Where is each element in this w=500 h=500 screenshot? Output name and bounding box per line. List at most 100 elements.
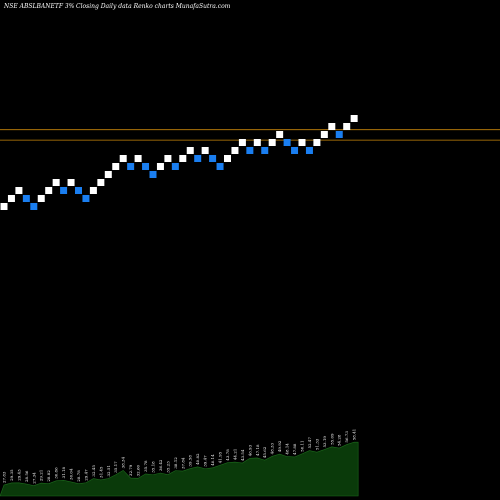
volume-label: 27.83 xyxy=(2,471,7,483)
renko-brick xyxy=(231,147,239,154)
renko-brick xyxy=(276,131,284,138)
volume-label: 29.35 xyxy=(9,469,14,481)
volume-label: 32.60 xyxy=(136,464,141,476)
renko-brick xyxy=(89,187,97,194)
volume-label: 32.51 xyxy=(106,465,111,476)
volume-label: 27.34 xyxy=(31,472,36,484)
volume-label: 51.33 xyxy=(314,438,319,450)
volume-label: 43.78 xyxy=(225,449,230,461)
chart-header-title: Closing Daily data Renko charts MunafaSu… xyxy=(76,3,231,10)
renko-brick xyxy=(37,195,45,202)
renko-brick xyxy=(67,179,75,186)
renko-brick xyxy=(186,147,194,154)
chart-header-symbol: NSE ABSLBANETF 3% xyxy=(3,3,75,10)
volume-label: 30.04 xyxy=(69,468,74,480)
volume-label: 30.86 xyxy=(54,467,59,479)
renko-brick xyxy=(350,115,358,122)
volume-label: 58.41 xyxy=(352,429,357,440)
volume-label: 39.47 xyxy=(203,455,208,467)
renko-brick xyxy=(7,195,15,202)
renko-brick xyxy=(52,179,60,186)
renko-brick xyxy=(253,139,261,146)
renko-brick xyxy=(45,187,53,194)
volume-label: 43.54 xyxy=(240,449,245,461)
volume-label: 31.45 xyxy=(98,466,103,478)
renko-brick xyxy=(82,195,90,202)
volume-label: 35.18 xyxy=(151,461,156,473)
renko-brick xyxy=(149,171,157,178)
volume-label: 32.45 xyxy=(91,465,96,477)
volume-label: 47.18 xyxy=(255,444,260,456)
renko-brick xyxy=(328,123,336,130)
volume-label: 46.93 xyxy=(247,444,252,456)
volume-label: 35.23 xyxy=(165,461,170,473)
renko-brick xyxy=(216,163,224,170)
volume-label: 35.17 xyxy=(113,461,118,473)
renko-brick xyxy=(142,163,150,170)
volume-label: 41.95 xyxy=(218,451,223,463)
volume-label: 48.14 xyxy=(285,443,290,455)
volume-label: 28.82 xyxy=(46,470,51,482)
renko-brick xyxy=(335,131,343,138)
volume-label: 29.21 xyxy=(39,470,44,481)
renko-brick xyxy=(320,131,328,138)
volume-label: 48.33 xyxy=(270,442,275,454)
volume-label: 29.47 xyxy=(83,469,88,481)
renko-brick xyxy=(291,147,299,154)
renko-brick xyxy=(112,163,120,170)
volume-label: 39.58 xyxy=(188,455,193,467)
renko-brick xyxy=(134,155,142,162)
renko-brick xyxy=(246,147,254,154)
volume-label: 45.62 xyxy=(262,446,267,458)
volume-label: 37.84 xyxy=(180,457,185,469)
renko-brick xyxy=(97,179,105,186)
renko-brick xyxy=(343,123,351,130)
renko-brick xyxy=(104,171,112,178)
renko-brick xyxy=(298,139,306,146)
volume-label: 50.11 xyxy=(300,440,305,451)
volume-label: 32.79 xyxy=(128,464,133,476)
volume-label: 38.34 xyxy=(121,456,126,468)
renko-brick xyxy=(283,139,291,146)
volume-label: 28.56 xyxy=(24,470,29,482)
volume-label: 40.82 xyxy=(195,453,200,465)
volume-area-path xyxy=(0,441,359,497)
volume-label: 29.43 xyxy=(16,469,21,481)
renko-brick xyxy=(194,155,202,162)
level-lines xyxy=(0,129,500,141)
renko-brick xyxy=(75,187,82,194)
renko-brick xyxy=(22,195,30,202)
renko-brick xyxy=(127,163,135,170)
volume-label: 49.92 xyxy=(277,440,282,452)
renko-brick xyxy=(238,139,246,146)
volume-label: 35.78 xyxy=(143,460,148,472)
volume-label: 31.18 xyxy=(61,466,66,478)
renko-brick xyxy=(0,203,8,210)
renko-brick xyxy=(179,155,187,162)
volume-label: 56.73 xyxy=(344,431,349,443)
renko-brick xyxy=(171,163,179,170)
volume-label: 47.88 xyxy=(292,443,297,455)
renko-brick xyxy=(15,187,23,194)
volume-label: 38.12 xyxy=(173,457,178,469)
renko-brick xyxy=(60,187,68,194)
renko-brick xyxy=(209,155,217,162)
renko-brick xyxy=(156,163,164,170)
renko-bricks xyxy=(0,115,358,210)
renko-brick xyxy=(313,139,321,146)
renko-brick xyxy=(119,155,127,162)
volume-label: 40.14 xyxy=(210,454,215,466)
volume-label: 28.78 xyxy=(76,470,81,482)
renko-brick xyxy=(201,147,209,154)
renko-brick xyxy=(268,139,276,146)
volume-label: 36.42 xyxy=(158,459,163,471)
renko-brick xyxy=(30,203,38,210)
volume-label: 54.28 xyxy=(337,434,342,446)
renko-brick xyxy=(305,147,313,154)
volume-label: 55.09 xyxy=(329,433,334,445)
volume-area: 27.83 29.35 29.43 28.56 27.34 29.21 28.82 30.86… xyxy=(0,429,359,497)
renko-brick xyxy=(261,147,269,154)
volume-label: 44.21 xyxy=(232,449,237,460)
